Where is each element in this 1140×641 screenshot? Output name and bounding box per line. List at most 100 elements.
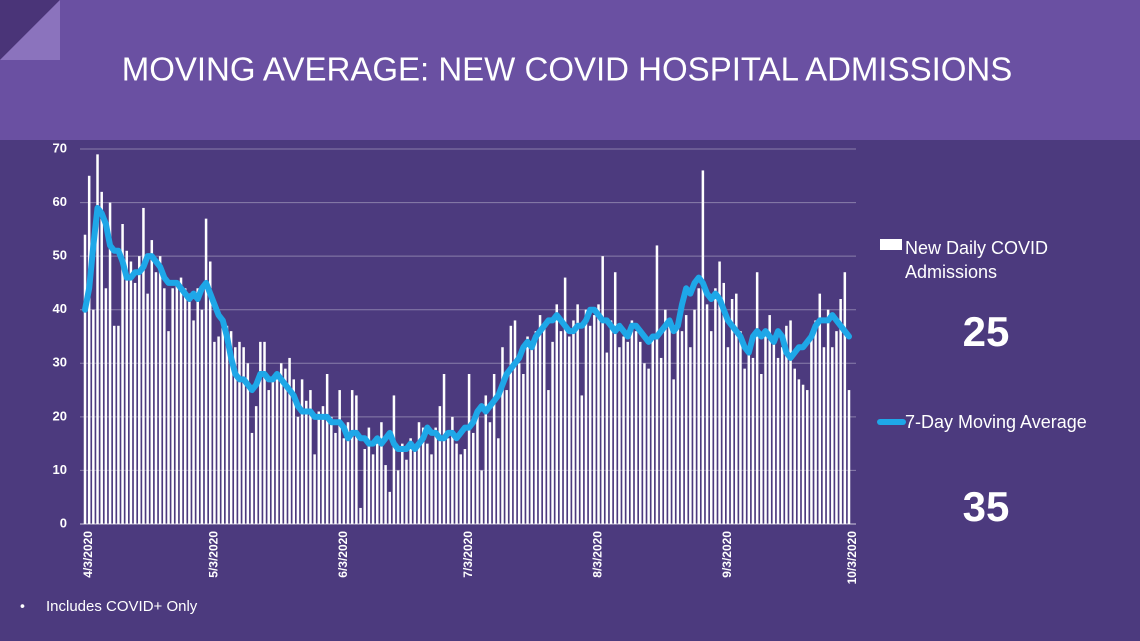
- bar: [413, 449, 417, 524]
- bar: [417, 422, 421, 524]
- bar: [831, 347, 834, 524]
- bar: [250, 432, 254, 524]
- bar: [300, 379, 304, 524]
- bar: [634, 331, 638, 524]
- bar: [87, 175, 91, 525]
- bullet: •: [20, 598, 25, 614]
- bar: [609, 320, 613, 524]
- bar: [213, 341, 216, 524]
- bar: [772, 341, 776, 524]
- y-tick-label: 50: [53, 248, 67, 263]
- bar: [208, 261, 212, 524]
- y-tick-label: 40: [53, 301, 67, 316]
- bar: [313, 454, 316, 524]
- bar: [730, 299, 734, 524]
- bar: [363, 449, 366, 524]
- bar: [133, 282, 137, 524]
- bar: [735, 293, 738, 524]
- y-tick-label: 20: [53, 408, 67, 423]
- bar: [789, 320, 792, 524]
- bar: [534, 331, 538, 524]
- footnote: Includes COVID+ Only: [46, 598, 198, 615]
- bar: [451, 416, 454, 524]
- bar: [839, 299, 842, 524]
- bar: [797, 379, 801, 524]
- y-tick-label: 0: [60, 515, 67, 530]
- bar: [317, 411, 321, 524]
- bar: [100, 191, 103, 524]
- bar: [497, 438, 500, 524]
- bar: [355, 395, 358, 524]
- bar: [392, 395, 396, 524]
- bar: [509, 325, 513, 524]
- bar: [242, 347, 245, 524]
- y-tick-label: 30: [53, 355, 67, 370]
- bar: [183, 288, 187, 524]
- bar: [112, 325, 116, 524]
- bar: [384, 465, 387, 524]
- bar: [192, 320, 195, 524]
- bar: [643, 363, 646, 524]
- bar: [254, 406, 258, 524]
- bar: [167, 331, 170, 524]
- x-tick-label: 9/3/2020: [720, 531, 734, 578]
- bar: [613, 272, 617, 524]
- bar: [680, 331, 684, 524]
- bar: [563, 277, 567, 524]
- bar: [488, 422, 492, 524]
- moving-average-line: [82, 204, 852, 452]
- bar: [547, 390, 550, 524]
- bar: [284, 368, 287, 524]
- bar: [689, 347, 692, 524]
- bar: [480, 470, 483, 524]
- bar: [275, 374, 279, 524]
- bar: [459, 454, 462, 524]
- bar: [805, 390, 809, 524]
- bar: [651, 336, 655, 524]
- bar: [196, 288, 199, 524]
- y-tick-label: 10: [53, 462, 67, 477]
- bar: [138, 256, 141, 524]
- bar: [446, 438, 450, 524]
- bar: [501, 347, 504, 524]
- bar: [597, 304, 600, 524]
- bar: [321, 406, 325, 524]
- bar: [338, 390, 341, 524]
- bar: [92, 309, 95, 524]
- bar: [551, 341, 554, 524]
- latest-value: 25: [962, 308, 1010, 355]
- bar: [108, 202, 112, 525]
- bar: [175, 282, 179, 524]
- bar: [818, 293, 822, 524]
- bar: [309, 390, 312, 524]
- bar: [843, 272, 847, 524]
- bar: [234, 347, 237, 524]
- legend-label: 7-Day Moving Average: [905, 412, 1087, 432]
- bar: [776, 357, 780, 524]
- bar: [246, 363, 250, 524]
- bar: [292, 379, 295, 524]
- bar: [576, 304, 579, 524]
- bar: [538, 315, 542, 524]
- bar: [225, 325, 229, 524]
- bar: [580, 395, 584, 524]
- bar: [476, 416, 479, 524]
- bar: [542, 325, 546, 524]
- bar: [442, 374, 446, 524]
- x-tick-label: 8/3/2020: [591, 531, 605, 578]
- bar: [96, 154, 99, 524]
- bar: [325, 374, 329, 524]
- bar: [409, 438, 412, 524]
- bar: [676, 320, 680, 524]
- bar: [664, 309, 667, 524]
- bar: [530, 347, 533, 524]
- bar: [822, 347, 826, 524]
- bar: [434, 427, 437, 524]
- bar: [150, 240, 154, 525]
- bar: [388, 491, 392, 524]
- bar: [163, 288, 166, 524]
- bar: [104, 288, 108, 524]
- bar: [555, 304, 559, 524]
